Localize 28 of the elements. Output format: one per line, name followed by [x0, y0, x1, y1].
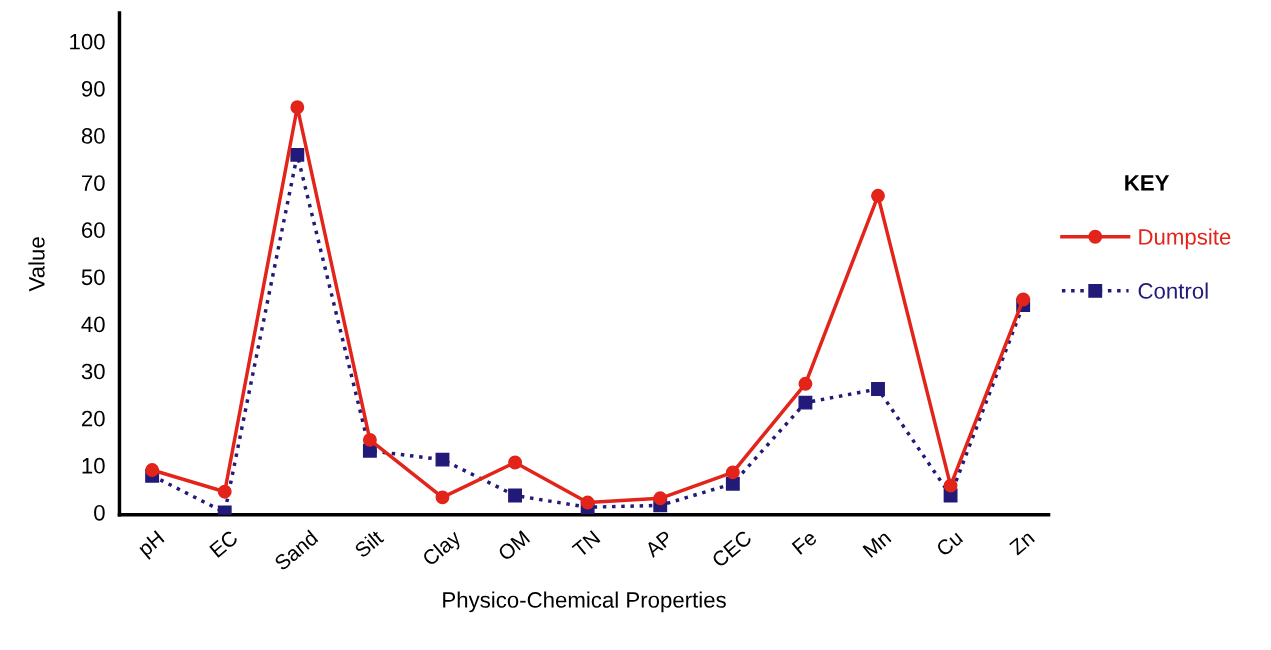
x-axis-title: Physico-Chemical Properties: [443, 591, 726, 613]
x-tick-label: Cu: [935, 530, 964, 557]
y-tick-label: 50: [81, 269, 105, 286]
y-tick-label: 60: [82, 222, 105, 239]
y-tick-label: 70: [82, 175, 105, 191]
x-tick-label: Mn: [862, 530, 892, 558]
y-tick-label: 100: [70, 33, 105, 50]
legend-label: Control: [1138, 282, 1208, 299]
y-tick-label: 90: [81, 80, 105, 97]
x-tick-label: Silt: [353, 528, 385, 559]
y-tick-label: 80: [81, 128, 105, 144]
y-tick-label: 0: [94, 504, 105, 521]
y-tick-label: 20: [81, 410, 105, 427]
y-tick-label: 30: [81, 363, 105, 380]
y-axis-title: Value: [28, 237, 45, 292]
x-tick-label: pH: [137, 530, 168, 560]
x-tick-label: OM: [497, 530, 531, 562]
legend-title: KEY: [1125, 175, 1170, 191]
x-tick-label: CEC: [710, 529, 753, 569]
x-tick-label: Clay: [421, 528, 465, 570]
x-tick-label: AP: [643, 529, 674, 559]
y-tick-label: 10: [82, 457, 105, 474]
x-tick-label: Fe: [791, 529, 818, 555]
x-tick-label: Zn: [1008, 530, 1035, 556]
x-tick-label: TN: [571, 530, 601, 558]
y-tick-label: 40: [81, 316, 105, 333]
x-tick-label: EC: [209, 529, 239, 558]
legend-label: Dumpsite: [1139, 228, 1231, 250]
